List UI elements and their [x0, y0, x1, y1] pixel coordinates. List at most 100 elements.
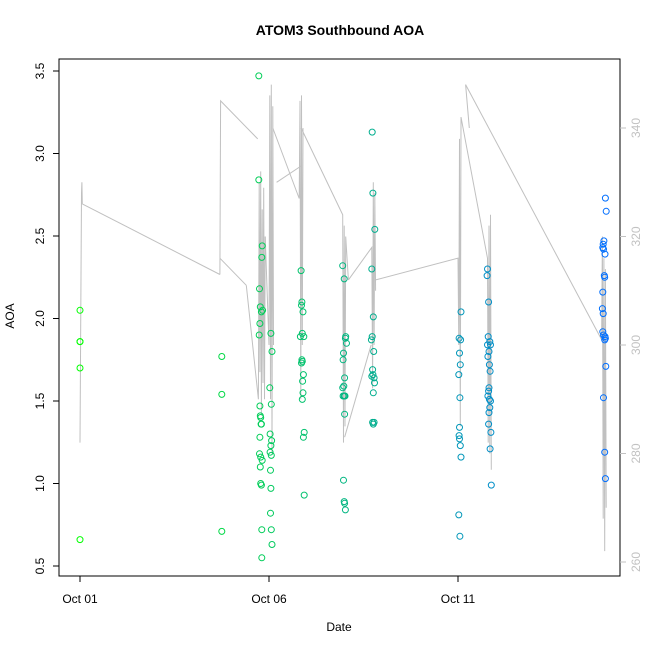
data-point-84 — [368, 265, 376, 273]
data-point-59 — [298, 395, 306, 403]
data-point-135 — [602, 207, 610, 215]
data-point-79 — [341, 499, 349, 507]
y-tick-label-6: 3.5 — [33, 62, 47, 79]
data-point-72 — [339, 384, 347, 392]
data-point-14 — [258, 242, 266, 250]
data-point-40 — [267, 451, 275, 459]
line-segment-13 — [465, 84, 470, 129]
data-point-69 — [339, 356, 347, 364]
data-point-48 — [298, 301, 305, 309]
data-point-55 — [298, 359, 305, 367]
data-point-117 — [484, 341, 491, 349]
data-point-102 — [456, 361, 464, 369]
y2-tick-label-4: 340 — [629, 118, 643, 138]
data-point-130 — [485, 420, 493, 428]
data-point-87 — [367, 336, 375, 344]
x-tick-label-1: Oct 06 — [251, 592, 287, 606]
x-axis: Oct 01 Oct 06 Oct 11 — [62, 576, 476, 606]
data-point-101 — [456, 349, 463, 357]
data-point-70 — [341, 374, 349, 382]
data-point-22 — [257, 420, 265, 428]
y-tick-label-1: 1.0 — [33, 475, 47, 492]
data-point-100 — [457, 336, 465, 344]
data-point-137 — [599, 240, 607, 248]
data-point-29 — [257, 481, 265, 489]
data-point-36 — [266, 430, 274, 438]
data-point-145 — [599, 310, 607, 318]
chart-title: ATOM3 Southbound AOA — [256, 22, 425, 38]
data-point-0 — [76, 306, 84, 314]
data-point-49 — [299, 308, 307, 316]
data-point-47 — [298, 298, 306, 306]
y-axis-left: 0.5 1.0 1.5 2.0 2.5 3.0 3.5 — [33, 62, 59, 574]
data-point-42 — [267, 484, 275, 492]
y-tick-label-0: 0.5 — [33, 557, 47, 574]
data-point-25 — [257, 453, 265, 461]
data-point-3 — [76, 364, 84, 372]
data-point-105 — [456, 423, 463, 431]
data-point-61 — [299, 433, 307, 441]
line-segment-5 — [264, 84, 274, 454]
data-point-110 — [455, 511, 463, 519]
data-point-16 — [259, 306, 267, 314]
data-point-94 — [369, 389, 377, 397]
data-point-98 — [455, 334, 463, 342]
data-point-134 — [601, 194, 609, 202]
data-point-82 — [369, 189, 377, 197]
data-point-80 — [341, 506, 349, 514]
line-segment-0 — [79, 182, 83, 443]
line-segment-12 — [460, 117, 492, 470]
data-point-115 — [484, 333, 492, 341]
data-point-129 — [485, 409, 493, 417]
data-point-60 — [300, 428, 308, 436]
data-point-152 — [600, 394, 607, 402]
data-point-151 — [602, 362, 610, 370]
data-point-46 — [297, 267, 305, 275]
data-point-81 — [368, 128, 376, 136]
line-segment-15 — [601, 236, 607, 552]
data-point-9 — [255, 176, 263, 184]
data-point-41 — [267, 466, 274, 474]
y-tick-label-4: 2.5 — [33, 227, 47, 244]
data-point-62 — [300, 491, 308, 499]
data-point-51 — [300, 333, 308, 341]
data-point-104 — [456, 394, 464, 402]
y-tick-label-5: 3.0 — [33, 145, 47, 162]
data-point-93 — [371, 379, 378, 387]
data-point-31 — [258, 554, 266, 562]
data-point-39 — [266, 448, 274, 456]
data-point-57 — [299, 377, 307, 385]
data-point-75 — [339, 392, 347, 400]
y-tick-label-2: 1.5 — [33, 392, 47, 409]
data-point-52 — [296, 333, 304, 341]
line-segment-1 — [82, 203, 221, 275]
line-segment-8 — [300, 127, 349, 443]
data-point-24 — [256, 450, 263, 458]
data-point-38 — [267, 442, 275, 450]
data-point-131 — [487, 428, 495, 436]
data-point-97 — [369, 420, 377, 428]
data-point-142 — [601, 273, 609, 281]
data-point-64 — [340, 275, 348, 283]
data-point-45 — [268, 541, 276, 548]
data-point-106 — [455, 432, 463, 440]
data-point-18 — [256, 402, 264, 410]
data-point-5 — [218, 353, 226, 360]
data-point-74 — [341, 392, 349, 400]
line-segment-3 — [219, 257, 247, 286]
line-segment-14 — [465, 84, 603, 340]
data-point-32 — [266, 384, 274, 392]
data-point-26 — [258, 456, 266, 464]
data-point-128 — [486, 404, 494, 412]
data-point-15 — [258, 253, 266, 261]
line-segment-10 — [344, 344, 372, 438]
data-point-76 — [341, 410, 349, 418]
data-point-132 — [486, 445, 494, 453]
data-point-112 — [484, 265, 491, 273]
data-point-7 — [218, 527, 226, 535]
data-point-111 — [456, 532, 464, 540]
data-point-56 — [299, 371, 307, 379]
data-point-86 — [368, 333, 376, 341]
data-point-150 — [601, 336, 609, 344]
